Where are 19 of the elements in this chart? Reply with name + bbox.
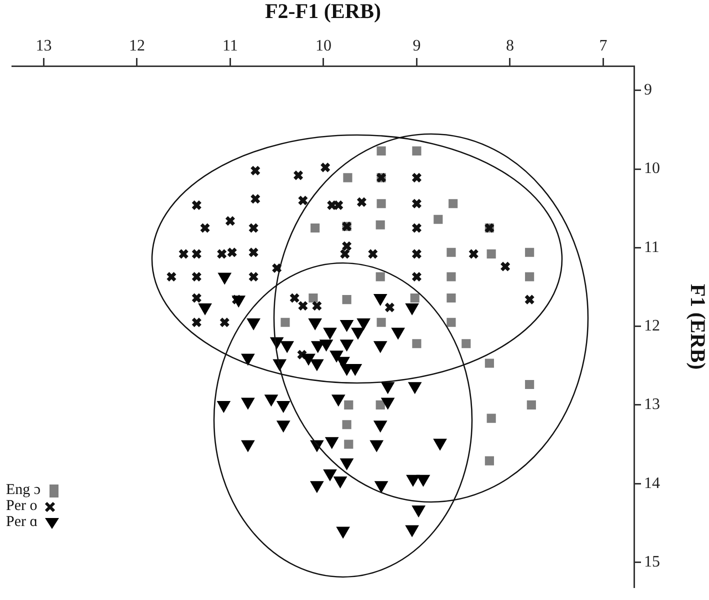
x-tick-label: 8: [506, 38, 514, 55]
y-tick-label: 9: [644, 82, 652, 99]
x-axis-title: F2-F1 (ERB): [264, 0, 382, 24]
x-tick-label: 9: [412, 38, 421, 55]
y-tick-label: 15: [644, 553, 660, 570]
y-tick-label: 11: [644, 238, 660, 256]
x-tick-label: 7: [599, 38, 608, 55]
y-tick-label: 14: [644, 474, 660, 492]
x-tick-label: 10: [315, 38, 332, 55]
legend-label: Per o: [6, 498, 38, 514]
y-tick-label: 12: [644, 318, 660, 335]
y-axis-title: F1 (ERB): [686, 284, 709, 370]
y-tick-label: 10: [644, 160, 660, 178]
x-tick-label: 13: [36, 38, 52, 55]
y-tick-label: 13: [644, 396, 660, 414]
legend-label: Per ɑ: [6, 514, 38, 530]
x-tick-label: 12: [128, 38, 145, 55]
x-tick-label: 11: [222, 38, 238, 55]
legend-label: Eng ɔ: [6, 482, 41, 498]
